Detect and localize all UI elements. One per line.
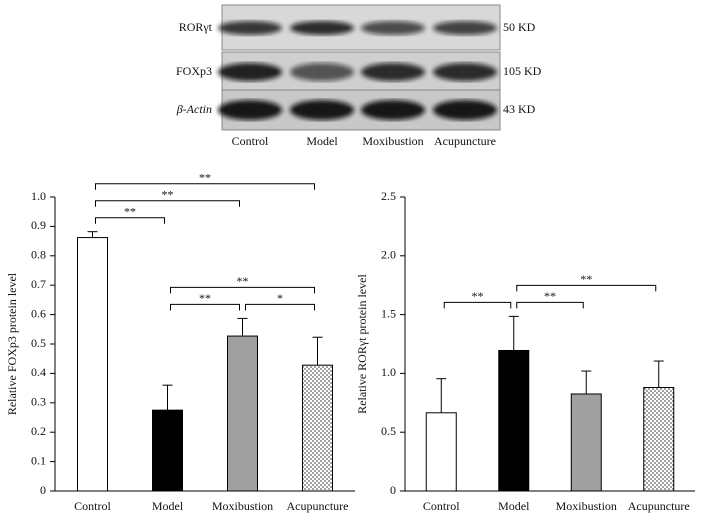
blot-band	[361, 63, 425, 81]
bar	[425, 412, 457, 492]
blot-band	[433, 63, 497, 81]
significance-label: **	[199, 170, 211, 184]
blot-size-label: 105 KD	[503, 64, 542, 78]
blot-band	[361, 21, 425, 35]
blot-row-label: β-Actin	[176, 102, 212, 116]
x-tick-label: Model	[152, 499, 184, 513]
y-tick-label: 0	[40, 483, 46, 497]
blot-size-label: 50 KD	[503, 20, 536, 34]
y-tick-label: 0.5	[381, 424, 396, 438]
significance-label: *	[277, 291, 283, 305]
blot-band	[218, 21, 282, 35]
significance-label: **	[472, 289, 484, 303]
significance-label: **	[544, 289, 556, 303]
blot-lane-label: Control	[232, 134, 269, 148]
y-axis-label: Relative RORγt protein level	[355, 274, 369, 414]
blot-row-label: FOXp3	[176, 64, 212, 78]
x-tick-label: Moxibustion	[556, 499, 617, 513]
y-tick-label: 2.5	[381, 189, 396, 203]
y-tick-label: 0.2	[31, 424, 46, 438]
blot-band	[290, 100, 354, 120]
y-tick-label: 0	[390, 483, 396, 497]
significance-label: **	[199, 291, 211, 305]
y-tick-label: 0.6	[31, 306, 46, 320]
blot-band	[218, 63, 282, 81]
significance-bracket	[516, 301, 584, 309]
y-tick-label: 1.0	[31, 189, 46, 203]
blot-lane-label: Moxibustion	[362, 134, 423, 148]
significance-bracket	[245, 303, 315, 311]
significance-bracket	[95, 183, 315, 190]
x-tick-label: Acupuncture	[628, 499, 690, 513]
blot-band	[218, 100, 282, 120]
bar	[643, 387, 675, 492]
blot-band	[433, 21, 497, 35]
bar	[498, 349, 530, 492]
significance-label: **	[580, 272, 592, 286]
blot-lane-label: Model	[306, 134, 338, 148]
blot-band	[361, 100, 425, 120]
significance-label: **	[237, 274, 249, 288]
y-tick-label: 0.3	[31, 395, 46, 409]
x-tick-label: Control	[74, 499, 111, 513]
blot-band	[290, 21, 354, 35]
y-tick-label: 1.5	[381, 306, 396, 320]
blot-band	[290, 63, 354, 81]
blot-lane-label: Acupuncture	[434, 134, 496, 148]
y-tick-label: 1.0	[381, 365, 396, 379]
significance-label: **	[162, 187, 174, 201]
significance-bracket	[170, 303, 240, 311]
x-tick-label: Moxibustion	[212, 499, 273, 513]
y-tick-label: 0.8	[31, 248, 46, 262]
blot-row-label: RORγt	[179, 20, 213, 34]
y-tick-label: 2.0	[381, 248, 396, 262]
significance-bracket	[95, 200, 240, 207]
blot-size-label: 43 KD	[503, 102, 536, 116]
bar	[227, 335, 258, 492]
y-axis-label: Relative FOXp3 protein level	[5, 272, 19, 415]
significance-bracket	[516, 284, 657, 292]
y-tick-label: 0.9	[31, 218, 46, 232]
significance-bracket	[170, 286, 315, 294]
y-tick-label: 0.1	[31, 453, 46, 467]
significance-label: **	[124, 204, 136, 218]
blot-band	[433, 100, 497, 120]
bar	[570, 393, 602, 492]
x-tick-label: Control	[423, 499, 460, 513]
bar	[152, 409, 183, 492]
x-tick-label: Model	[498, 499, 530, 513]
x-tick-label: Acupuncture	[287, 499, 349, 513]
significance-bracket	[443, 301, 512, 309]
significance-bracket	[95, 217, 165, 224]
y-tick-label: 0.4	[31, 365, 46, 379]
y-tick-label: 0.5	[31, 336, 46, 350]
bar	[302, 364, 333, 492]
y-tick-label: 0.7	[31, 277, 46, 291]
bar	[77, 237, 108, 492]
